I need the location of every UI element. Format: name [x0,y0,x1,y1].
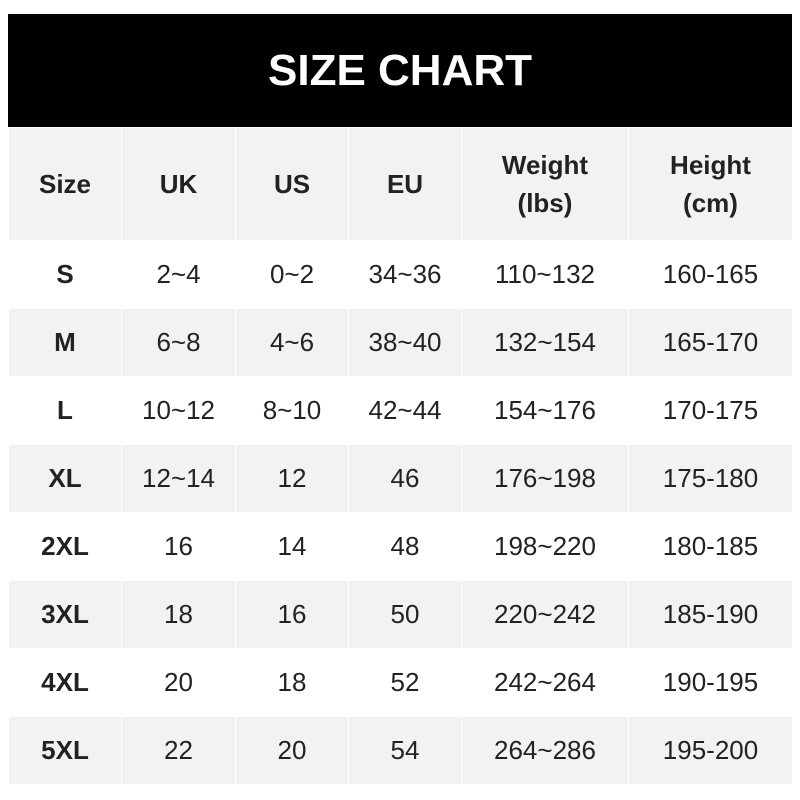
column-header-text: EU [386,169,424,199]
column-header: UK [121,127,236,241]
table-cell: 176~198 [461,444,629,513]
column-header: US [235,127,349,241]
table-cell: 38~40 [348,308,462,377]
column-header-text: (cm) [683,188,738,218]
table-cell: 54 [348,716,462,785]
table-cell: 190-195 [628,648,793,717]
table-row: 3XL 18 16 50 220~242 185-190 [8,580,793,649]
column-header: Weight (lbs) [461,127,629,241]
table-cell: 264~286 [461,716,629,785]
column-header: Height (cm) [628,127,793,241]
size-cell: L [8,376,122,445]
column-header: Size [8,127,122,241]
size-cell: M [8,308,122,377]
table-cell: 195-200 [628,716,793,785]
table-cell: 170-175 [628,376,793,445]
table-cell: 6~8 [121,308,236,377]
table-cell: 110~132 [461,240,629,309]
table-cell: 198~220 [461,512,629,581]
table-cell: 42~44 [348,376,462,445]
table-cell: 185-190 [628,580,793,649]
table-row: 4XL 20 18 52 242~264 190-195 [8,648,793,717]
header-row: Size UK US EU Weight (lbs) Height (cm) [8,127,793,241]
table-cell: 20 [235,716,349,785]
table-row: S 2~4 0~2 34~36 110~132 160-165 [8,240,793,309]
table-cell: 18 [121,580,236,649]
size-cell: XL [8,444,122,513]
column-header-text: (lbs) [517,188,573,218]
size-cell: 4XL [8,648,122,717]
table-cell: 132~154 [461,308,629,377]
page-title: SIZE CHART [8,14,792,127]
size-cell: S [8,240,122,309]
table-cell: 165-170 [628,308,793,377]
size-chart-table: Size UK US EU Weight (lbs) Height (cm) S 2~4 0~2 3… [8,127,793,785]
table-row: 2XL 16 14 48 198~220 180-185 [8,512,793,581]
size-cell: 2XL [8,512,122,581]
table-row: M 6~8 4~6 38~40 132~154 165-170 [8,308,793,377]
table-cell: 14 [235,512,349,581]
table-row: 5XL 22 20 54 264~286 195-200 [8,716,793,785]
column-header-text: Size [38,169,92,199]
table-cell: 48 [348,512,462,581]
table-cell: 16 [121,512,236,581]
table-cell: 50 [348,580,462,649]
table-cell: 34~36 [348,240,462,309]
table-cell: 22 [121,716,236,785]
column-header-text: US [273,169,311,199]
size-cell: 5XL [8,716,122,785]
table-cell: 180-185 [628,512,793,581]
size-cell: 3XL [8,580,122,649]
table-cell: 16 [235,580,349,649]
table-cell: 242~264 [461,648,629,717]
table-cell: 8~10 [235,376,349,445]
table-row: XL 12~14 12 46 176~198 175-180 [8,444,793,513]
table-cell: 4~6 [235,308,349,377]
table-cell: 2~4 [121,240,236,309]
table-cell: 220~242 [461,580,629,649]
table-cell: 20 [121,648,236,717]
column-header-text: Weight [501,150,589,180]
table-cell: 10~12 [121,376,236,445]
table-row: L 10~12 8~10 42~44 154~176 170-175 [8,376,793,445]
table-cell: 160-165 [628,240,793,309]
table-cell: 0~2 [235,240,349,309]
column-header: EU [348,127,462,241]
table-cell: 154~176 [461,376,629,445]
table-cell: 46 [348,444,462,513]
table-cell: 12 [235,444,349,513]
table-cell: 175-180 [628,444,793,513]
table-cell: 18 [235,648,349,717]
table-cell: 52 [348,648,462,717]
column-header-text: UK [159,169,198,199]
table-cell: 12~14 [121,444,236,513]
column-header-text: Height [670,150,751,180]
